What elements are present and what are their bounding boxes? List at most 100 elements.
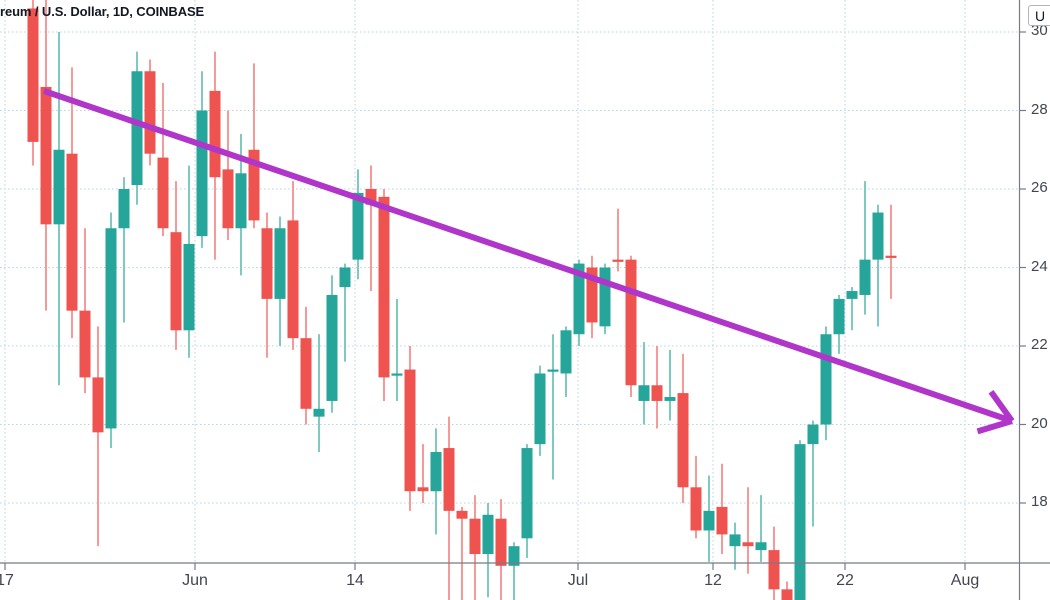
candlestick [768,526,780,600]
candle-body [625,259,637,386]
candle-body [118,189,130,229]
candle-body [209,90,221,178]
candlestick [820,326,832,441]
candlestick [196,71,208,248]
candle-body [781,589,793,600]
candle-body [417,487,429,492]
candle-body [638,385,650,401]
candle-body [105,228,117,429]
y-axis-tick-label: 20 [1031,414,1048,432]
candle-body [651,385,663,401]
candlestick [885,204,897,299]
y-axis-tick-label: 28 [1031,100,1048,118]
candlestick [742,487,754,574]
candlestick [729,522,741,570]
candle-body [755,542,767,551]
candle-body [352,192,364,260]
candlestick [872,204,884,327]
candlestick [313,334,325,452]
x-axis-tick-label: 14 [346,572,364,589]
candle-body [690,487,702,531]
candlestick [300,306,312,425]
x-axis-tick-label: 17 [0,572,14,589]
candlestick [482,503,494,598]
x-axis-ticks [4,563,966,570]
candlestick [131,51,143,205]
candle-body [66,153,78,311]
candle-body [27,8,39,142]
candle-body [430,451,442,492]
candlestick [794,440,806,600]
candlestick [222,110,234,241]
candlestick [53,32,65,386]
candle-body [729,534,741,547]
candle-body [820,334,832,425]
candlestick [339,263,351,362]
candlestick [157,83,169,237]
candle-body [365,189,377,205]
candle-body [326,294,338,401]
y-axis-tick-label: 26 [1031,179,1048,196]
candle-body [274,228,286,299]
candle-body [586,267,598,323]
candle-body [859,259,871,295]
candle-body [768,550,780,590]
candlestick [547,334,559,480]
candle-body [469,518,481,555]
candle-body [742,542,754,547]
candlestick [846,287,858,331]
candle-body [872,212,884,260]
candle-body [495,518,507,566]
candle-body [612,259,624,262]
y-axis-ticks [1019,31,1026,504]
candlestick [625,255,637,398]
x-axis-tick-label: 12 [704,572,722,589]
x-axis-tick-label: 22 [836,572,854,589]
candlestick [430,428,442,535]
candle-body [833,298,845,335]
candle-body [196,110,208,237]
price-badge: U [1028,5,1050,26]
x-axis-tick-label: Jul [567,572,589,589]
candlestick [586,255,598,339]
candlestick-series [27,0,897,600]
candle-body [560,330,572,374]
candle-body [716,506,728,535]
candle-body [79,310,91,378]
candlestick [781,581,793,600]
candlestick [859,181,871,315]
candlestick [170,181,182,350]
trendline-arrowhead [988,389,1015,423]
trendline-annotation [43,88,1015,435]
candlestick [612,208,624,272]
candle-body [261,228,273,299]
candle-body [534,373,546,445]
x-axis-tick-label: Aug [950,572,980,589]
candlestick [664,349,676,421]
trendline-shaft[interactable] [43,88,1013,424]
candlestick [456,506,468,600]
candle-body [235,173,247,229]
candlestick [651,346,663,429]
vertical-gridlines [4,0,966,563]
candle-body [222,169,234,229]
candlestick [183,165,195,358]
candle-body [508,546,520,566]
candlestick [261,212,273,358]
candlestick [469,495,481,600]
candle-body [157,157,169,229]
candle-body [885,255,897,258]
candlestick [716,463,728,555]
candlestick [833,294,845,354]
candle-body [300,338,312,409]
candle-body [404,369,416,492]
candle-body [248,149,260,221]
candlestick [378,189,390,401]
candlestick [365,165,377,292]
candlestick [274,216,286,346]
candle-body [53,149,65,225]
candle-body [183,243,195,331]
candlestick [521,444,533,558]
